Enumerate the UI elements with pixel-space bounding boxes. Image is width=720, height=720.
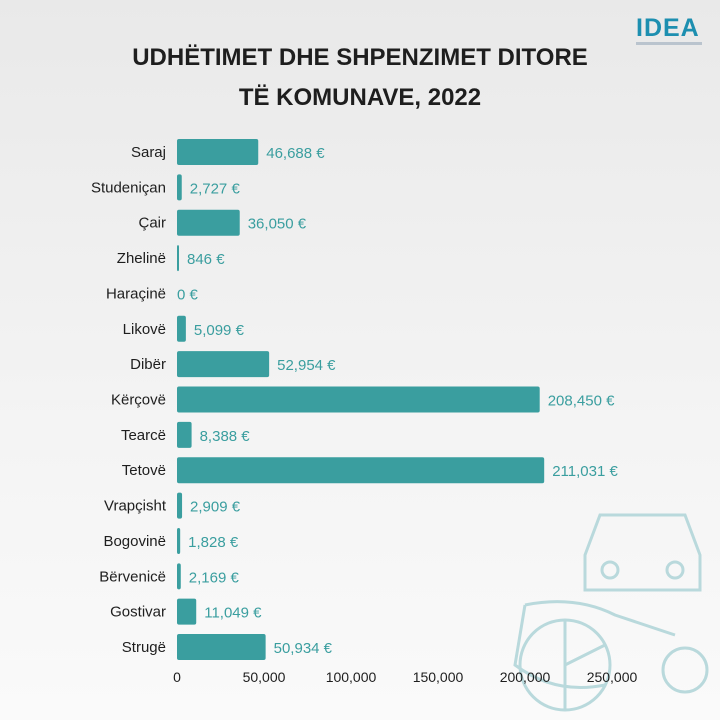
chart-title-line-2: TË KOMUNAVE, 2022: [238, 84, 482, 111]
category-label: Studeniçan: [91, 179, 166, 196]
value-label: 846 €: [187, 251, 225, 268]
value-label: 1,828 €: [188, 534, 239, 551]
value-label: 36,050 €: [248, 216, 307, 233]
value-label: 2,727 €: [190, 180, 241, 197]
bar: [177, 315, 186, 342]
category-label: Vrapçisht: [104, 498, 167, 515]
value-label: 11,049 €: [204, 605, 262, 622]
category-label: Strugë: [122, 639, 166, 656]
bar: [177, 139, 259, 165]
category-label: Çair: [138, 215, 166, 232]
bar: [177, 598, 197, 625]
category-label: Kërçovë: [111, 392, 166, 409]
value-label: 46,688 €: [266, 145, 325, 162]
category-label: Haraçinë: [106, 285, 166, 302]
x-tick-label: 250,000: [587, 669, 638, 685]
x-tick-label: 50,000: [243, 669, 286, 685]
x-tick-label: 150,000: [413, 669, 464, 685]
bar: [177, 457, 545, 484]
logo-tagline: [636, 42, 702, 45]
category-label: Likovë: [123, 321, 166, 338]
category-label: Tearcë: [121, 427, 166, 444]
value-label: 50,934 €: [274, 640, 333, 657]
bar: [177, 421, 192, 448]
value-label: 0 €: [177, 286, 199, 303]
value-label: 2,909 €: [190, 499, 241, 516]
car-hand-illustration: [513, 513, 709, 712]
value-label: 2,169 €: [189, 569, 240, 586]
value-label: 5,099 €: [194, 322, 245, 339]
category-label: Tetovë: [122, 462, 166, 479]
category-label: Saraj: [131, 144, 166, 161]
category-label: Gostivar: [110, 604, 166, 621]
value-label: 211,031 €: [552, 463, 618, 480]
x-tick-label: 0: [173, 669, 181, 685]
bar: [177, 527, 181, 554]
category-label: Dibër: [130, 356, 166, 373]
bar: [177, 492, 183, 519]
chart-title-line-1: UDHËTIMET DHE SHPENZIMET DITORE: [132, 44, 588, 71]
value-label: 208,450 €: [548, 393, 615, 410]
bar: [177, 563, 181, 590]
bar: [177, 245, 179, 272]
category-label: Bërvenicë: [99, 568, 166, 585]
x-tick-label: 100,000: [326, 669, 377, 685]
category-label: Bogovinë: [103, 533, 166, 550]
value-label: 52,954 €: [277, 357, 336, 374]
bar: [177, 386, 540, 413]
x-tick-label: 200,000: [500, 669, 551, 685]
value-label: 8,388 €: [200, 428, 251, 445]
bar: [177, 351, 270, 378]
category-label: Zhelinë: [117, 250, 166, 267]
bar: [177, 634, 266, 661]
bar: [177, 174, 182, 201]
bar: [177, 209, 240, 236]
idea-logo: IDEA: [636, 14, 700, 42]
